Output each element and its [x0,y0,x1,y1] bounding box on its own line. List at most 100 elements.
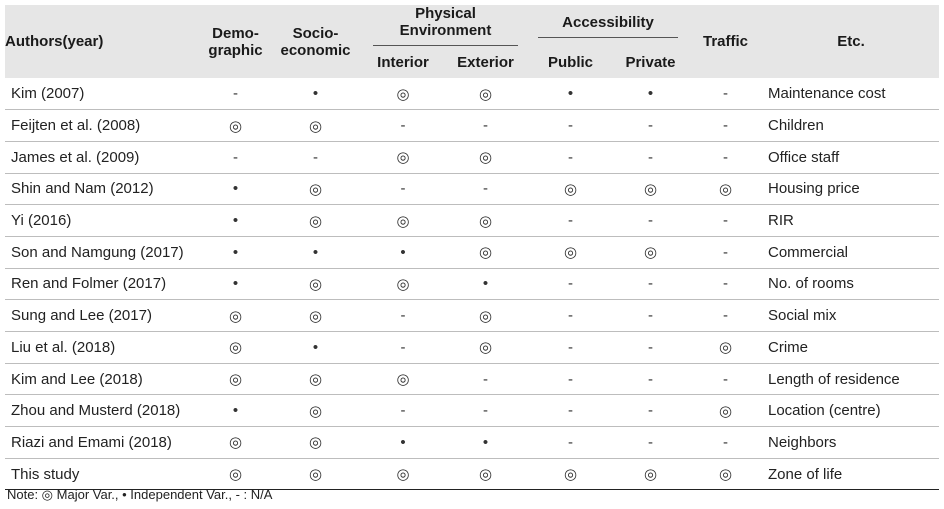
header-traffic: Traffic [688,5,763,78]
header-demographic-line2: graphic [208,41,263,59]
cell-private: ◎ [613,173,688,206]
cell-demographic: ◎ [203,363,268,396]
cell-public: • [528,78,613,111]
header-accessibility-label: Accessibility [538,14,678,38]
cell-private: ◎ [613,458,688,491]
cell-private: - [613,109,688,142]
cell-traffic: ◎ [688,173,763,206]
cell-interior: ◎ [363,141,443,174]
table-row: Yi (2016) • ◎ ◎ ◎ - - - RIR [5,204,939,237]
cell-exterior: - [443,173,528,206]
cell-demographic: ◎ [203,331,268,364]
cell-exterior: ◎ [443,299,528,332]
cell-exterior: ◎ [443,331,528,364]
table-note: Note: ◎ Major Var., • Independent Var., … [7,487,273,502]
cell-exterior: - [443,109,528,142]
cell-traffic: - [688,363,763,396]
cell-author: Sung and Lee (2017) [5,299,203,332]
cell-traffic: - [688,426,763,459]
header-socio-line1: Socio- [292,24,339,42]
header-etc: Etc. [763,5,939,78]
cell-socioeconomic: ◎ [268,458,363,491]
cell-private: - [613,299,688,332]
cell-private: - [613,331,688,364]
header-socioeconomic: Socio- economic [268,5,363,78]
cell-interior: • [363,426,443,459]
cell-traffic: ◎ [688,394,763,428]
cell-traffic: - [688,141,763,174]
cell-interior: - [363,109,443,142]
cell-public: - [528,299,613,332]
cell-interior: ◎ [363,458,443,491]
cell-traffic: - [688,109,763,142]
cell-traffic: - [688,299,763,332]
cell-etc: Zone of life [763,458,939,491]
cell-traffic: ◎ [688,458,763,491]
cell-interior: ◎ [363,268,443,301]
cell-interior: ◎ [363,78,443,111]
table-body: Kim (2007) - • ◎ ◎ • • - Maintenance cost Feijten… [5,78,939,491]
table-row: This study ◎ ◎ ◎ ◎ ◎ ◎ ◎ Zone of life [5,458,939,491]
cell-etc: No. of rooms [763,268,939,301]
cell-public: - [528,204,613,237]
cell-socioeconomic: ◎ [268,363,363,396]
cell-public: ◎ [528,236,613,269]
cell-socioeconomic: • [268,331,363,364]
table-row: Riazi and Emami (2018) ◎ ◎ • • - - - Neighbors [5,426,939,459]
cell-exterior: ◎ [443,458,528,491]
cell-private: - [613,268,688,301]
table-header: Authors(year) Demo- graphic Socio- econo… [5,5,939,78]
cell-author: Kim and Lee (2018) [5,363,203,396]
table-row: Sung and Lee (2017) ◎ ◎ - ◎ - - - Social mix [5,299,939,332]
cell-socioeconomic: ◎ [268,204,363,237]
cell-interior: • [363,236,443,269]
cell-socioeconomic: ◎ [268,426,363,459]
cell-author: Kim (2007) [5,78,203,111]
cell-etc: Maintenance cost [763,78,939,111]
cell-public: - [528,109,613,142]
cell-public: - [528,268,613,301]
cell-author: Riazi and Emami (2018) [5,426,203,459]
table-row: Shin and Nam (2012) • ◎ - - ◎ ◎ ◎ Housing price [5,173,939,206]
cell-private: - [613,204,688,237]
cell-public: - [528,394,613,428]
header-physical-label: Physical Environment [373,5,518,46]
header-exterior: Exterior [443,46,528,78]
cell-etc: RIR [763,204,939,237]
cell-exterior: ◎ [443,236,528,269]
cell-etc: Length of residence [763,363,939,396]
cell-demographic: ◎ [203,299,268,332]
cell-socioeconomic: ◎ [268,299,363,332]
cell-demographic: - [203,78,268,111]
cell-public: - [528,426,613,459]
cell-socioeconomic: ◎ [268,173,363,206]
cell-traffic: - [688,204,763,237]
cell-etc: Children [763,109,939,142]
cell-socioeconomic: ◎ [268,268,363,301]
table-row: Kim (2007) - • ◎ ◎ • • - Maintenance cost [5,78,939,111]
header-demographic: Demo- graphic [203,5,268,78]
cell-author: Liu et al. (2018) [5,331,203,364]
cell-private: - [613,426,688,459]
cell-exterior: - [443,394,528,428]
table-row: Feijten et al. (2008) ◎ ◎ - - - - - Children [5,109,939,142]
header-demographic-line1: Demo- [212,24,259,42]
table-row: Zhou and Musterd (2018) • ◎ - - - - ◎ Location (… [5,394,939,428]
cell-demographic: ◎ [203,458,268,491]
header-accessibility: Accessibility [528,5,688,46]
cell-interior: - [363,331,443,364]
header-private: Private [613,46,688,78]
cell-traffic: ◎ [688,331,763,364]
cell-interior: ◎ [363,363,443,396]
cell-demographic: • [203,173,268,206]
header-public: Public [528,46,613,78]
cell-demographic: • [203,204,268,237]
cell-author: Zhou and Musterd (2018) [5,394,203,428]
comparison-table: Authors(year) Demo- graphic Socio- econo… [5,5,939,491]
cell-private: ◎ [613,236,688,269]
cell-etc: Crime [763,331,939,364]
cell-etc: Social mix [763,299,939,332]
cell-author: Yi (2016) [5,204,203,237]
cell-etc: Housing price [763,173,939,206]
